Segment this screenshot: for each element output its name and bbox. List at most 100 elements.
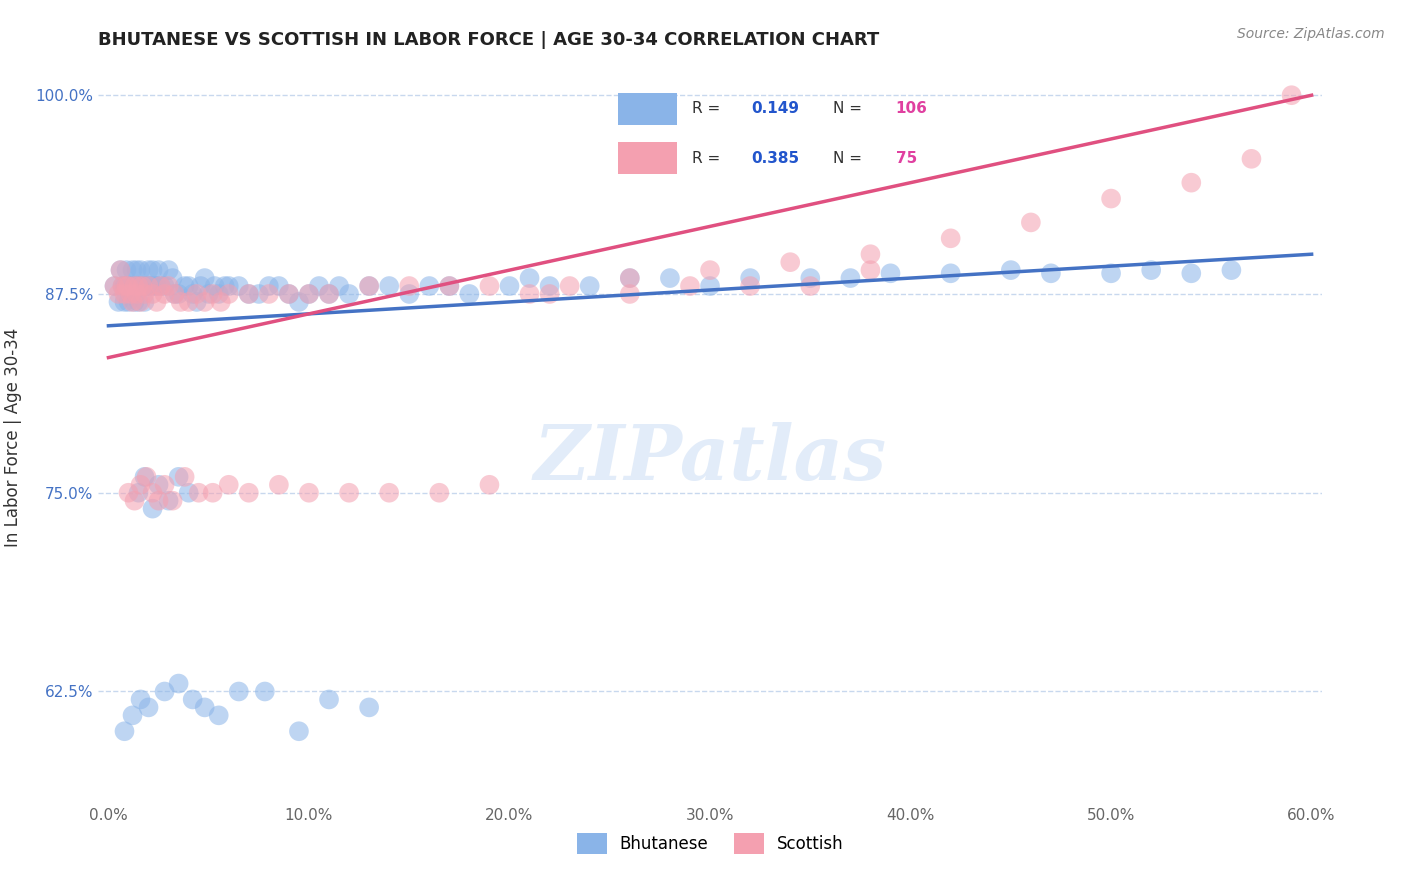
Point <box>124 294 146 309</box>
Point <box>328 279 350 293</box>
Point <box>740 271 762 285</box>
Point <box>125 287 148 301</box>
Point <box>418 279 440 293</box>
Point <box>439 279 461 293</box>
Text: BHUTANESE VS SCOTTISH IN LABOR FORCE | AGE 30-34 CORRELATION CHART: BHUTANESE VS SCOTTISH IN LABOR FORCE | A… <box>98 31 880 49</box>
Point <box>558 279 581 293</box>
Point <box>114 294 136 309</box>
Point <box>194 700 217 714</box>
Point <box>139 279 162 293</box>
Point <box>186 287 208 301</box>
Point <box>398 287 420 301</box>
Point <box>318 287 340 301</box>
Point <box>142 485 165 500</box>
Point <box>208 287 231 301</box>
Point <box>194 294 217 309</box>
Point <box>121 708 143 723</box>
Point <box>359 700 381 714</box>
Point <box>181 287 204 301</box>
Point <box>163 287 186 301</box>
Point <box>699 263 721 277</box>
Point <box>134 279 156 293</box>
Point <box>177 294 200 309</box>
Point <box>427 485 450 500</box>
Point <box>1000 263 1022 277</box>
Point <box>1240 152 1263 166</box>
Point <box>129 477 152 491</box>
Point <box>117 279 139 293</box>
Point <box>173 470 195 484</box>
Point <box>839 271 862 285</box>
Point <box>121 279 143 293</box>
Point <box>181 692 204 706</box>
Point <box>117 485 139 500</box>
Point <box>134 294 156 309</box>
Point <box>277 287 299 301</box>
Point <box>128 485 150 500</box>
Point <box>228 684 250 698</box>
Point <box>277 287 299 301</box>
Point <box>298 287 321 301</box>
Point <box>208 708 231 723</box>
Text: ZIPatlas: ZIPatlas <box>533 422 887 496</box>
Point <box>125 263 148 277</box>
Point <box>218 287 240 301</box>
Point <box>157 279 180 293</box>
Point <box>153 477 176 491</box>
Point <box>218 477 240 491</box>
Point <box>121 294 143 309</box>
Point <box>1281 88 1303 103</box>
Point <box>145 294 167 309</box>
Point <box>214 279 236 293</box>
Point <box>378 279 401 293</box>
Point <box>538 287 561 301</box>
Point <box>148 493 170 508</box>
Point <box>658 271 681 285</box>
Point <box>121 263 143 277</box>
Point <box>153 279 176 293</box>
Point <box>318 692 340 706</box>
Point <box>107 287 129 301</box>
Point <box>439 279 461 293</box>
Point <box>129 263 152 277</box>
Point <box>138 700 160 714</box>
Point <box>298 485 321 500</box>
Point <box>125 279 148 293</box>
Point <box>143 279 166 293</box>
Point <box>129 692 152 706</box>
Point <box>939 231 962 245</box>
Point <box>167 470 190 484</box>
Point <box>253 684 276 698</box>
Point <box>519 287 541 301</box>
Point <box>153 684 176 698</box>
Point <box>1099 266 1122 280</box>
Point <box>288 294 311 309</box>
Point <box>318 287 340 301</box>
Point <box>149 279 172 293</box>
Point <box>114 287 136 301</box>
Point <box>1220 263 1243 277</box>
Point <box>359 279 381 293</box>
Point <box>142 501 165 516</box>
Point <box>157 263 180 277</box>
Point <box>120 287 142 301</box>
Point <box>173 279 195 293</box>
Point <box>167 676 190 690</box>
Point <box>247 287 270 301</box>
Point <box>167 287 190 301</box>
Point <box>478 279 501 293</box>
Point <box>740 279 762 293</box>
Point <box>288 724 311 739</box>
Point <box>148 477 170 491</box>
Point <box>162 493 184 508</box>
Point <box>103 279 125 293</box>
Point <box>1039 266 1062 280</box>
Point <box>204 279 226 293</box>
Point <box>145 279 167 293</box>
Point <box>308 279 330 293</box>
Point <box>110 263 132 277</box>
Point <box>163 287 186 301</box>
Legend: Bhutanese, Scottish: Bhutanese, Scottish <box>569 827 851 860</box>
Point <box>619 271 641 285</box>
Point <box>187 485 209 500</box>
